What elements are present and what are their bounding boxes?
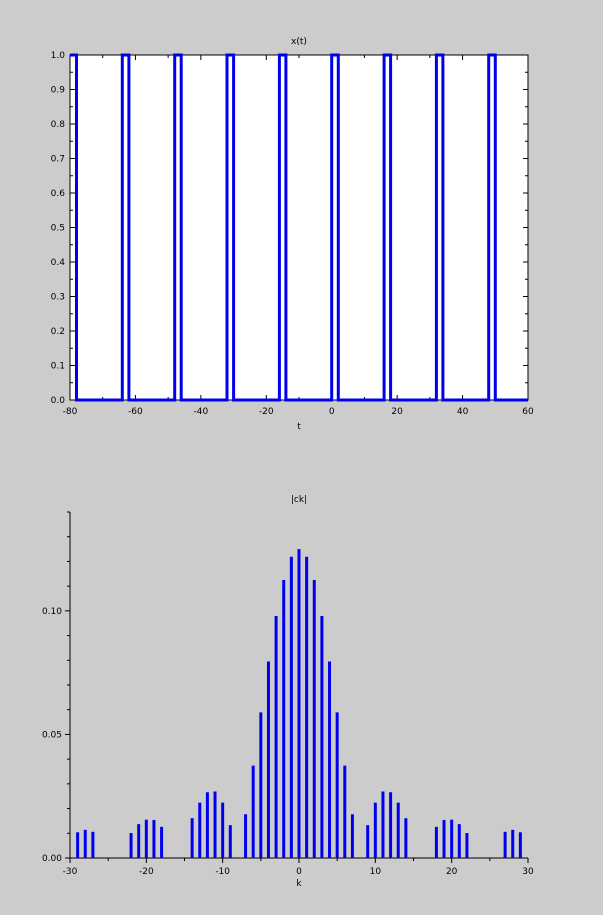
signal-chart-title: x(t) bbox=[291, 37, 307, 47]
spectrum-y-tick-label: 0.05 bbox=[42, 730, 62, 740]
spectrum-chart-title: |ck| bbox=[291, 495, 307, 505]
spectrum-x-tick-label: -30 bbox=[63, 867, 78, 877]
spectrum-x-axis-label: k bbox=[296, 879, 302, 889]
signal-plot-area bbox=[69, 54, 529, 401]
signal-y-tick-label: 0.8 bbox=[51, 120, 66, 130]
signal-y-tick-label: 0.2 bbox=[51, 327, 65, 337]
signal-x-tick-label: -80 bbox=[63, 407, 78, 417]
signal-y-tick-label: 0.1 bbox=[51, 362, 65, 372]
spectrum-y-tick-label: 0.10 bbox=[42, 607, 62, 617]
signal-x-tick-label: -60 bbox=[128, 407, 143, 417]
spectrum-x-tick-label: -20 bbox=[139, 867, 154, 877]
spectrum-bars bbox=[76, 549, 522, 858]
signal-y-ticks: 0.0 0.1 0.2 0.3 0.4 0.5 0.6 0.7 0.8 0.9 1.0 bbox=[51, 51, 528, 406]
signal-y-tick-label: 0.3 bbox=[51, 293, 65, 303]
spectrum-chart: |ck| k 0.00 0.05 0.10 -30 -20 -10 0 10 20 30 bbox=[42, 495, 534, 889]
signal-x-tick-label: 40 bbox=[457, 407, 469, 417]
signal-line bbox=[70, 53, 528, 402]
signal-x-tick-label: -20 bbox=[259, 407, 274, 417]
signal-x-tick-label: 60 bbox=[522, 407, 534, 417]
signal-y-tick-label: 0.5 bbox=[51, 224, 65, 234]
spectrum-x-tick-label: 10 bbox=[370, 867, 382, 877]
signal-y-tick-label: 0.4 bbox=[51, 258, 66, 268]
signal-chart: x(t) t 0.0 0.1 0.2 0.3 0.4 0.5 0.6 0.7 0.8 0.9 1.0… bbox=[51, 37, 534, 432]
spectrum-y-ticks: 0.00 0.05 0.10 bbox=[42, 511, 70, 864]
spectrum-x-tick-label: 20 bbox=[446, 867, 458, 877]
signal-x-axis-label: t bbox=[297, 422, 301, 432]
signal-y-tick-label: 0.9 bbox=[51, 86, 66, 96]
signal-y-tick-label: 0.0 bbox=[51, 396, 66, 406]
spectrum-x-tick-label: -10 bbox=[215, 867, 230, 877]
signal-y-tick-label: 0.7 bbox=[51, 155, 65, 165]
spectrum-y-tick-label: 0.00 bbox=[42, 854, 62, 864]
signal-y-tick-label: 1.0 bbox=[51, 51, 66, 61]
spectrum-x-tick-label: 30 bbox=[522, 867, 534, 877]
signal-y-tick-label: 0.6 bbox=[51, 189, 66, 199]
signal-x-tick-label: -40 bbox=[194, 407, 209, 417]
signal-x-tick-label: 0 bbox=[329, 407, 335, 417]
spectrum-x-ticks: -30 -20 -10 0 10 20 30 bbox=[63, 858, 534, 877]
spectrum-x-tick-label: 0 bbox=[296, 867, 302, 877]
signal-x-tick-label: 20 bbox=[391, 407, 403, 417]
